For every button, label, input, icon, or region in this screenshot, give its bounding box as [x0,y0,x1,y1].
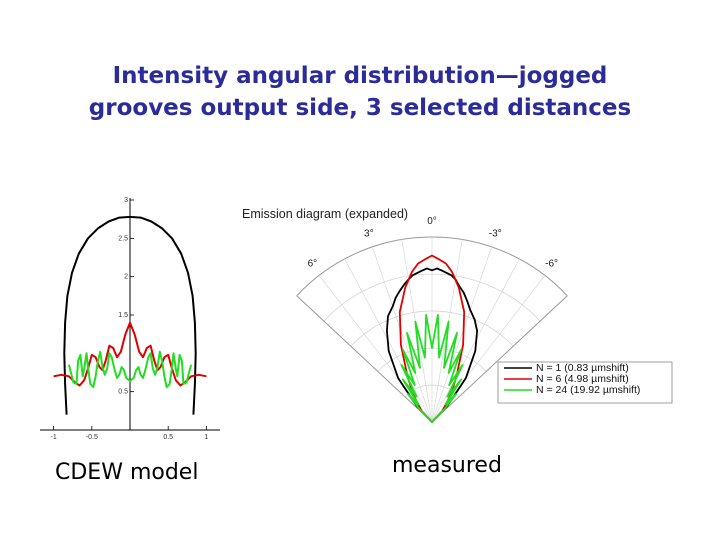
slide-title-line-1: Intensity angular distribution—jogged [112,63,608,89]
cdew-x-tick-label: 0.5 [163,434,173,441]
polar-series-line-1 [386,267,478,423]
cdew-x-tick-label: -0.5 [86,434,98,441]
slide-title: Intensity angular distribution—jogged gr… [0,60,720,124]
polar-legend-label: N = 1 (0.83 µmshift) [536,362,629,374]
polar-grid-radial [431,246,492,423]
cdew-x-tick-label: -1 [51,434,57,441]
polar-legend-label: N = 24 (19.92 µmshift) [536,384,640,396]
polar-legend-box [497,361,673,404]
polar-angle-label: -6° [545,259,558,270]
cdew-y-tick-label: 1.5 [118,312,128,319]
cdew-series-line-1 [63,215,197,415]
cdew-y-tick-label: 0.5 [118,389,128,396]
slide-title-line-2: grooves output side, 3 selected distance… [88,95,632,121]
caption-measured: measured [392,453,502,478]
polar-angle-label: 3° [364,228,374,239]
cdew-x-tick-label: 1 [204,434,208,441]
polar-chart-title: Emission diagram (expanded) [242,207,408,221]
cdew-y-tick-label: 2 [124,274,128,281]
polar-series-line-3 [400,314,464,423]
polar-legend-label: N = 6 (4.98 µmshift) [536,373,629,385]
polar-angle-label: -3° [489,228,502,239]
polar-grid-radial [431,295,568,423]
polar-angle-label: 0° [427,216,437,227]
cdew-y-tick-label: 3 [124,197,128,204]
cdew-series-line-2 [53,321,207,387]
polar-grid-radial [296,295,433,423]
caption-cdew-model: CDEW model [55,460,199,485]
polar-grid-radial [372,246,433,423]
cdew-y-tick-label: 2.5 [118,235,128,242]
polar-series-line-2 [398,254,466,423]
polar-legend: N = 1 (0.83 µmshift)N = 6 (4.98 µmshift)… [497,361,673,404]
polar-angle-label: 6° [308,259,318,270]
cdew-series-line-3 [67,350,193,389]
